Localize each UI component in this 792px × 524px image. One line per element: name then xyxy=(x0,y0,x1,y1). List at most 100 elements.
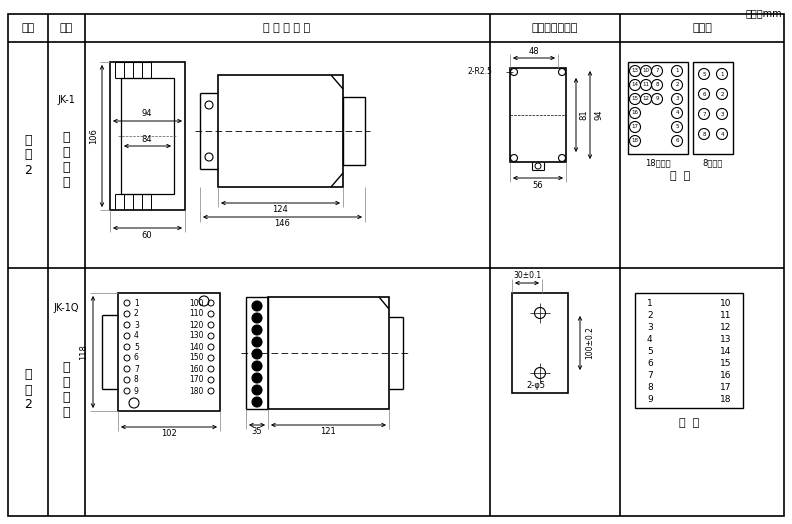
Text: 118: 118 xyxy=(79,344,89,360)
Text: 4: 4 xyxy=(134,332,139,341)
Text: 100: 100 xyxy=(189,299,204,308)
Text: 12: 12 xyxy=(642,96,649,102)
Text: 7: 7 xyxy=(134,365,139,374)
Text: 板
后
接
线: 板 后 接 线 xyxy=(63,131,70,189)
Text: 100±0.2: 100±0.2 xyxy=(585,326,595,359)
Bar xyxy=(635,293,743,408)
Text: 18: 18 xyxy=(631,138,638,144)
Circle shape xyxy=(252,301,262,311)
Text: 背  视: 背 视 xyxy=(670,171,690,181)
Bar xyxy=(693,62,733,154)
Text: 8点端子: 8点端子 xyxy=(703,158,723,168)
Text: 102: 102 xyxy=(161,430,177,439)
Text: 3: 3 xyxy=(134,321,139,330)
Text: 5: 5 xyxy=(134,343,139,352)
Bar xyxy=(110,62,185,210)
Text: 121: 121 xyxy=(320,428,336,436)
Circle shape xyxy=(252,397,262,407)
Circle shape xyxy=(252,361,262,371)
Text: 60: 60 xyxy=(142,231,152,239)
Circle shape xyxy=(252,313,262,323)
Text: 170: 170 xyxy=(189,376,204,385)
Circle shape xyxy=(252,337,262,347)
Text: 10: 10 xyxy=(719,299,731,308)
Text: 结构: 结构 xyxy=(59,23,73,33)
Text: 3: 3 xyxy=(720,112,724,116)
Text: 12: 12 xyxy=(720,322,731,332)
Text: 9: 9 xyxy=(647,395,653,403)
Text: 124: 124 xyxy=(272,205,287,214)
Text: 1: 1 xyxy=(720,71,724,77)
Text: 14: 14 xyxy=(720,346,731,355)
Circle shape xyxy=(252,349,262,359)
Text: 130: 130 xyxy=(189,332,204,341)
Text: 1: 1 xyxy=(676,69,679,73)
Text: 6: 6 xyxy=(676,138,679,144)
Text: 2: 2 xyxy=(134,310,139,319)
Text: 附
图
2: 附 图 2 xyxy=(24,368,32,411)
Text: 48: 48 xyxy=(529,47,539,56)
Text: 3: 3 xyxy=(647,322,653,332)
Text: 146: 146 xyxy=(274,220,290,228)
Bar xyxy=(512,293,568,393)
Text: 35: 35 xyxy=(252,428,262,436)
Text: 84: 84 xyxy=(142,135,152,144)
Text: 5: 5 xyxy=(703,71,706,77)
Text: 9: 9 xyxy=(655,96,659,102)
Circle shape xyxy=(252,385,262,395)
Text: 140: 140 xyxy=(189,343,204,352)
Text: 板
前
接
线: 板 前 接 线 xyxy=(63,361,70,419)
Text: 15: 15 xyxy=(719,358,731,367)
Text: 16: 16 xyxy=(631,111,638,115)
Text: 7: 7 xyxy=(647,370,653,379)
Text: 4: 4 xyxy=(676,111,679,115)
Text: 2: 2 xyxy=(676,82,679,88)
Text: 56: 56 xyxy=(533,180,543,190)
Bar xyxy=(268,297,389,409)
Text: 1: 1 xyxy=(134,299,139,308)
Text: 106: 106 xyxy=(89,128,98,144)
Text: 8: 8 xyxy=(647,383,653,391)
Text: 160: 160 xyxy=(189,365,204,374)
Text: 6: 6 xyxy=(647,358,653,367)
Text: 13: 13 xyxy=(719,334,731,344)
Text: 17: 17 xyxy=(719,383,731,391)
Text: 5: 5 xyxy=(676,125,679,129)
Text: 外 形 尺 寸 图: 外 形 尺 寸 图 xyxy=(264,23,310,33)
Text: 单位：mm: 单位：mm xyxy=(745,8,782,18)
Text: 110: 110 xyxy=(189,310,204,319)
Text: 8: 8 xyxy=(134,376,139,385)
Text: 17: 17 xyxy=(631,125,638,129)
Text: 150: 150 xyxy=(189,354,204,363)
Text: 8: 8 xyxy=(655,82,659,88)
Bar xyxy=(121,78,174,194)
Text: 6: 6 xyxy=(134,354,139,363)
Text: 2-R2.5: 2-R2.5 xyxy=(467,68,492,77)
Text: JK-1: JK-1 xyxy=(57,95,75,105)
Bar xyxy=(343,97,365,165)
Text: 11: 11 xyxy=(719,311,731,320)
Text: 图号: 图号 xyxy=(21,23,35,33)
Bar xyxy=(218,75,343,187)
Text: 附
图
2: 附 图 2 xyxy=(24,134,32,177)
Text: 5: 5 xyxy=(647,346,653,355)
Bar xyxy=(118,293,220,411)
Text: 8: 8 xyxy=(703,132,706,136)
Text: 94: 94 xyxy=(595,110,604,120)
Text: 1: 1 xyxy=(647,299,653,308)
Text: 15: 15 xyxy=(631,96,638,102)
Text: 7: 7 xyxy=(703,112,706,116)
Text: 2: 2 xyxy=(720,92,724,96)
Text: 10: 10 xyxy=(642,69,649,73)
Text: 13: 13 xyxy=(631,69,638,73)
Text: 7: 7 xyxy=(655,69,659,73)
Text: 18: 18 xyxy=(719,395,731,403)
Text: 4: 4 xyxy=(720,132,724,136)
Text: 3: 3 xyxy=(676,96,679,102)
Text: 2: 2 xyxy=(647,311,653,320)
Text: 30±0.1: 30±0.1 xyxy=(513,270,541,279)
Bar xyxy=(246,297,268,409)
Circle shape xyxy=(252,373,262,383)
Text: 6: 6 xyxy=(703,92,706,96)
Text: 120: 120 xyxy=(189,321,204,330)
